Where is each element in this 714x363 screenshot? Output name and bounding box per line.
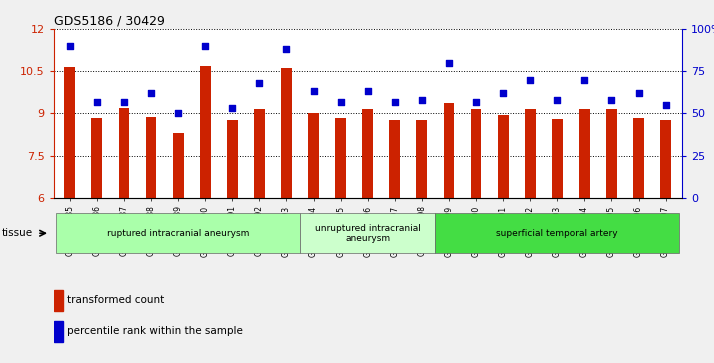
- Bar: [64, 67, 75, 198]
- Bar: [227, 121, 238, 198]
- Bar: [633, 118, 644, 198]
- Bar: [54, 321, 64, 342]
- Text: superficial temporal artery: superficial temporal artery: [496, 229, 618, 238]
- Point: [633, 90, 644, 96]
- Bar: [335, 118, 346, 198]
- Point: [281, 46, 292, 52]
- Bar: [660, 120, 671, 198]
- FancyBboxPatch shape: [436, 213, 679, 253]
- Bar: [498, 115, 508, 198]
- Point: [498, 90, 509, 96]
- Point: [335, 99, 346, 105]
- Bar: [579, 109, 590, 198]
- Bar: [146, 117, 156, 198]
- Bar: [54, 290, 64, 311]
- Point: [362, 89, 373, 94]
- Point: [605, 97, 617, 103]
- Bar: [173, 133, 183, 198]
- FancyBboxPatch shape: [56, 213, 300, 253]
- Bar: [281, 68, 292, 198]
- Point: [660, 102, 671, 108]
- Bar: [606, 109, 617, 198]
- Point: [416, 97, 428, 103]
- FancyBboxPatch shape: [300, 213, 436, 253]
- Text: transformed count: transformed count: [67, 295, 164, 305]
- Text: tissue: tissue: [2, 228, 34, 238]
- Text: percentile rank within the sample: percentile rank within the sample: [67, 326, 243, 337]
- Bar: [525, 109, 536, 198]
- Bar: [416, 120, 427, 198]
- Point: [226, 106, 238, 111]
- Point: [172, 110, 183, 116]
- Bar: [389, 120, 401, 198]
- Point: [471, 99, 482, 105]
- Text: ruptured intracranial aneurysm: ruptured intracranial aneurysm: [107, 229, 249, 238]
- Point: [253, 80, 265, 86]
- Point: [308, 89, 319, 94]
- Point: [119, 99, 130, 105]
- Text: unruptured intracranial
aneurysm: unruptured intracranial aneurysm: [315, 224, 421, 243]
- Bar: [91, 118, 102, 198]
- Point: [199, 43, 211, 49]
- Point: [64, 43, 76, 49]
- Bar: [362, 109, 373, 198]
- Text: GDS5186 / 30429: GDS5186 / 30429: [54, 15, 164, 28]
- Bar: [552, 118, 563, 198]
- Point: [146, 90, 157, 96]
- Bar: [119, 108, 129, 198]
- Bar: [443, 103, 454, 198]
- Point: [525, 77, 536, 82]
- Bar: [200, 66, 211, 198]
- Bar: [254, 109, 265, 198]
- Point: [552, 97, 563, 103]
- Bar: [308, 113, 319, 198]
- Bar: [471, 109, 481, 198]
- Point: [91, 99, 103, 105]
- Point: [443, 60, 455, 66]
- Point: [578, 77, 590, 82]
- Point: [389, 99, 401, 105]
